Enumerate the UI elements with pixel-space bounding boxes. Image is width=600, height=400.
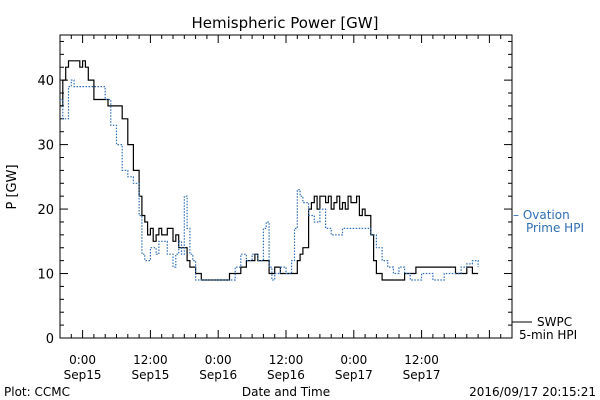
legend-swpc-line1: SWPC [537, 315, 572, 329]
plot-timestamp: 2016/09/17 20:15:21 [469, 385, 596, 399]
x-tick-time-label: 12:00 [404, 353, 439, 367]
x-tick-date-label: Sep16 [267, 368, 305, 382]
x-tick-time-label: 0:00 [340, 353, 367, 367]
x-axis-label: Date and Time [242, 385, 330, 399]
legend-ovation-line1: – Ovation [513, 208, 570, 222]
legend-ovation-line2: Prime HPI [526, 221, 584, 235]
chart-title: Hemispheric Power [GW] [192, 14, 379, 32]
x-axis: 0:00Sep1512:00Sep150:00Sep1612:00Sep160:… [59, 35, 513, 382]
x-tick-date-label: Sep15 [64, 368, 102, 382]
y-axis-label: P [GW] [5, 164, 20, 209]
y-tick-label: 30 [37, 139, 54, 154]
plot-credit: Plot: CCMC [4, 385, 70, 399]
y-tick-label: 40 [37, 74, 54, 89]
legend-swpc-line2: 5-min HPI [519, 328, 577, 342]
x-tick-time-label: 0:00 [69, 353, 96, 367]
y-axis: 0 10 20 30 40 [37, 40, 512, 347]
y-tick-label: 0 [46, 332, 54, 347]
x-tick-time-label: 12:00 [133, 353, 168, 367]
y-tick-label: 20 [37, 203, 54, 218]
x-tick-time-label: 0:00 [205, 353, 232, 367]
series-line-swpc [60, 60, 479, 281]
plot-frame [59, 34, 513, 339]
y-tick-label: 10 [37, 268, 54, 283]
legend: – Ovation Prime HPI SWPC 5-min HPI [512, 208, 584, 342]
x-tick-time-label: 12:00 [269, 353, 304, 367]
x-tick-date-label: Sep17 [335, 368, 373, 382]
series-layer [60, 60, 479, 281]
x-tick-date-label: Sep16 [199, 368, 237, 382]
x-tick-date-label: Sep15 [131, 368, 169, 382]
x-tick-date-label: Sep17 [403, 368, 441, 382]
